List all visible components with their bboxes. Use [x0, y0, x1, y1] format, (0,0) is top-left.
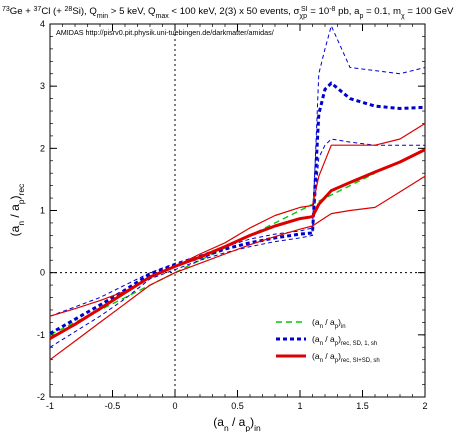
chart-title: 73Ge + 37Cl (+ 28Si), Qmin > 5 keV, Qmax…: [2, 6, 454, 20]
x-axis-label: (an / ap)in: [213, 415, 261, 432]
amidas-annotation: AMIDAS http://pisrv0.pit.physik.uni-tueb…: [56, 28, 274, 37]
x-tick-label: -1: [46, 401, 54, 411]
reference-lines: [50, 24, 425, 397]
legend-label-input: (an / ap)in: [312, 317, 346, 330]
x-tick-label: 1.5: [356, 401, 369, 411]
x-tick-label: 1: [297, 401, 302, 411]
y-axis-label: (an / ap)rec: [8, 183, 26, 236]
x-tick-label: 0.5: [231, 401, 244, 411]
legend: (an / ap)in (an / ap)rec, SD, 1, sh (an …: [276, 317, 380, 364]
y-tick-label: -1: [37, 330, 45, 340]
series-line-blue-thin-upper: [49, 25, 426, 317]
series-lines: [49, 25, 426, 361]
x-tick-label: 0: [172, 401, 177, 411]
y-tick-label: 0: [40, 268, 45, 278]
y-tick-label: 4: [40, 19, 45, 29]
series-line-blue-thick: [49, 81, 426, 335]
series-line-red-thin-lower: [49, 175, 426, 361]
legend-label-sd: (an / ap)rec, SD, 1, sh: [312, 334, 377, 347]
x-tick-label: -0.5: [105, 401, 121, 411]
series-line-red-thick: [49, 148, 426, 340]
series-line-red-thin-upper: [49, 122, 426, 317]
x-tick-label: 2: [422, 401, 427, 411]
legend-entry-input: (an / ap)in: [276, 317, 346, 330]
y-tick-label: -2: [37, 392, 45, 402]
series-line-blue-thin-lower: [49, 138, 425, 348]
legend-entry-sd: (an / ap)rec, SD, 1, sh: [276, 334, 377, 347]
y-tick-label: 2: [40, 143, 45, 153]
y-tick-label: 1: [40, 206, 45, 216]
legend-label-sisd: (an / ap)rec, SI+SD, sh: [312, 351, 380, 364]
y-tick-label: 3: [40, 81, 45, 91]
legend-entry-sisd: (an / ap)rec, SI+SD, sh: [276, 351, 380, 364]
